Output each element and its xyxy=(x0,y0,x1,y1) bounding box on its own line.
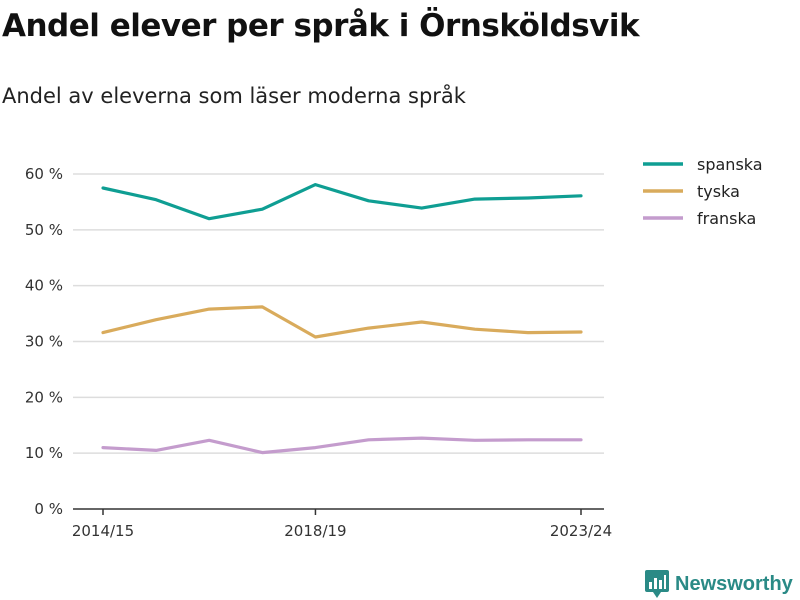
brand-name: Newsworthy xyxy=(675,572,793,595)
x-tick-label: 2023/24 xyxy=(550,522,612,540)
legend-label-spanska: spanska xyxy=(697,155,763,174)
legend-label-tyska: tyska xyxy=(697,182,740,201)
chart-subtitle: Andel av eleverna som läser moderna språ… xyxy=(2,84,466,108)
chart-title: Andel elever per språk i Örnsköldsvik xyxy=(2,8,640,44)
newsworthy-logo-icon xyxy=(645,570,669,598)
y-tick-label: 0 % xyxy=(34,500,63,518)
x-tick-label: 2014/15 xyxy=(72,522,134,540)
y-tick-label: 10 % xyxy=(25,444,63,462)
series-line-franska xyxy=(101,436,583,455)
brand-logo: Newsworthy xyxy=(645,570,793,598)
y-tick-label: 20 % xyxy=(25,388,63,406)
series-line-tyska xyxy=(101,305,583,339)
legend-label-franska: franska xyxy=(697,209,756,228)
series-line-spanska xyxy=(101,183,583,221)
y-tick-label: 40 % xyxy=(25,277,63,295)
y-tick-label: 50 % xyxy=(25,221,63,239)
y-tick-label: 60 % xyxy=(25,165,63,183)
x-tick-label: 2018/19 xyxy=(284,522,346,540)
y-tick-label: 30 % xyxy=(25,333,63,351)
